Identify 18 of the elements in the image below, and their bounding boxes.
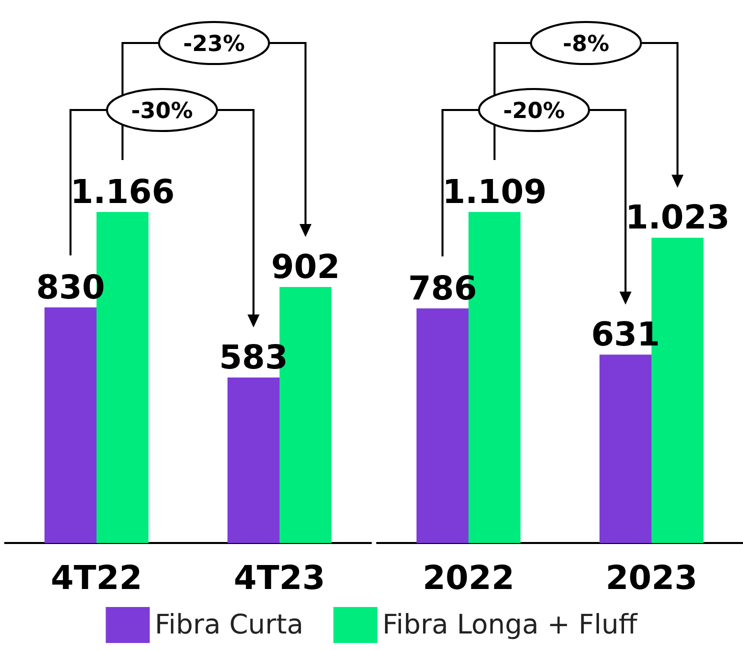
x-tick-label: 2022 — [422, 558, 514, 597]
text: -8% — [562, 32, 610, 58]
text: -30% — [131, 99, 193, 124]
data-label: 902 — [271, 246, 340, 286]
data-label: 1.166 — [70, 172, 175, 212]
text: -20% — [503, 99, 565, 124]
data-label: 1.023 — [625, 198, 730, 237]
bar — [44, 307, 96, 543]
bar — [416, 308, 468, 543]
x-tick-label: 2023 — [606, 558, 698, 597]
legend-label: Fibra Longa + Fluff — [382, 610, 639, 640]
data-label: 1.109 — [442, 172, 547, 212]
x-tick-label: 4T23 — [234, 558, 326, 597]
bar — [600, 354, 652, 543]
bar — [228, 378, 280, 543]
legend-label: Fibra Curta — [154, 610, 304, 640]
text: -23% — [183, 32, 245, 58]
x-tick-label: 4T22 — [50, 558, 142, 597]
